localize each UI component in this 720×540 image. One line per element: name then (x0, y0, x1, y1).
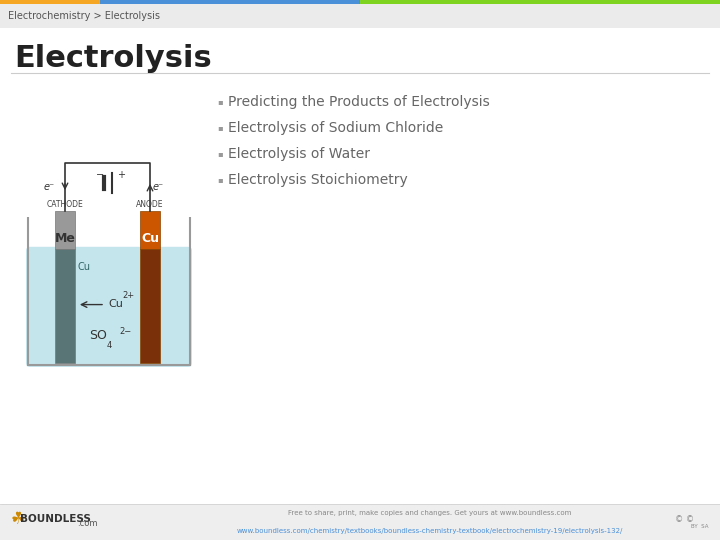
Text: Me: Me (55, 232, 76, 245)
Text: e⁻: e⁻ (44, 182, 55, 192)
Text: 2+: 2+ (122, 291, 134, 300)
Text: ▪: ▪ (217, 150, 222, 159)
Text: Electrolysis: Electrolysis (14, 44, 212, 73)
Bar (55, 249, 75, 363)
Bar (140, 211, 160, 249)
Text: −: − (96, 170, 104, 180)
Text: 2−: 2− (119, 327, 131, 336)
Bar (0, 4, 720, 28)
Text: e⁻: e⁻ (153, 182, 164, 192)
Text: ☘: ☘ (11, 510, 25, 528)
Bar (0, 0, 100, 4)
Text: CATHODE: CATHODE (47, 200, 84, 209)
Text: www.boundless.com/chemistry/textbooks/boundless-chemistry-textbook/electrochemis: www.boundless.com/chemistry/textbooks/bo… (237, 528, 624, 534)
Text: Electrolysis Stoichiometry: Electrolysis Stoichiometry (228, 173, 408, 187)
Text: Predicting the Products of Electrolysis: Predicting the Products of Electrolysis (228, 95, 490, 109)
Text: Electrolysis of Water: Electrolysis of Water (228, 147, 370, 161)
Bar (140, 249, 160, 363)
Text: 4: 4 (107, 341, 112, 350)
Text: Cu: Cu (77, 262, 90, 272)
Text: © ©: © © (675, 516, 695, 524)
Text: Free to share, print, make copies and changes. Get yours at www.boundless.com: Free to share, print, make copies and ch… (288, 510, 572, 516)
Text: ▪: ▪ (217, 124, 222, 132)
Text: ANODE: ANODE (136, 200, 163, 209)
Text: BOUNDLESS: BOUNDLESS (19, 514, 91, 524)
Text: .com: .com (77, 518, 97, 528)
Text: Electrochemistry > Electrolysis: Electrochemistry > Electrolysis (8, 11, 160, 21)
Bar (55, 211, 75, 249)
Text: BY  SA: BY SA (691, 523, 708, 529)
Text: SO: SO (89, 329, 107, 342)
Bar (0, 504, 720, 540)
Text: ▪: ▪ (217, 176, 222, 185)
Text: Cu: Cu (141, 232, 159, 245)
Bar (100, 0, 360, 4)
FancyBboxPatch shape (26, 247, 192, 367)
Text: ▪: ▪ (217, 98, 222, 106)
Text: Electrolysis of Sodium Chloride: Electrolysis of Sodium Chloride (228, 121, 444, 135)
Text: Cu: Cu (108, 299, 123, 308)
Text: +: + (117, 170, 125, 180)
Bar (360, 0, 720, 4)
